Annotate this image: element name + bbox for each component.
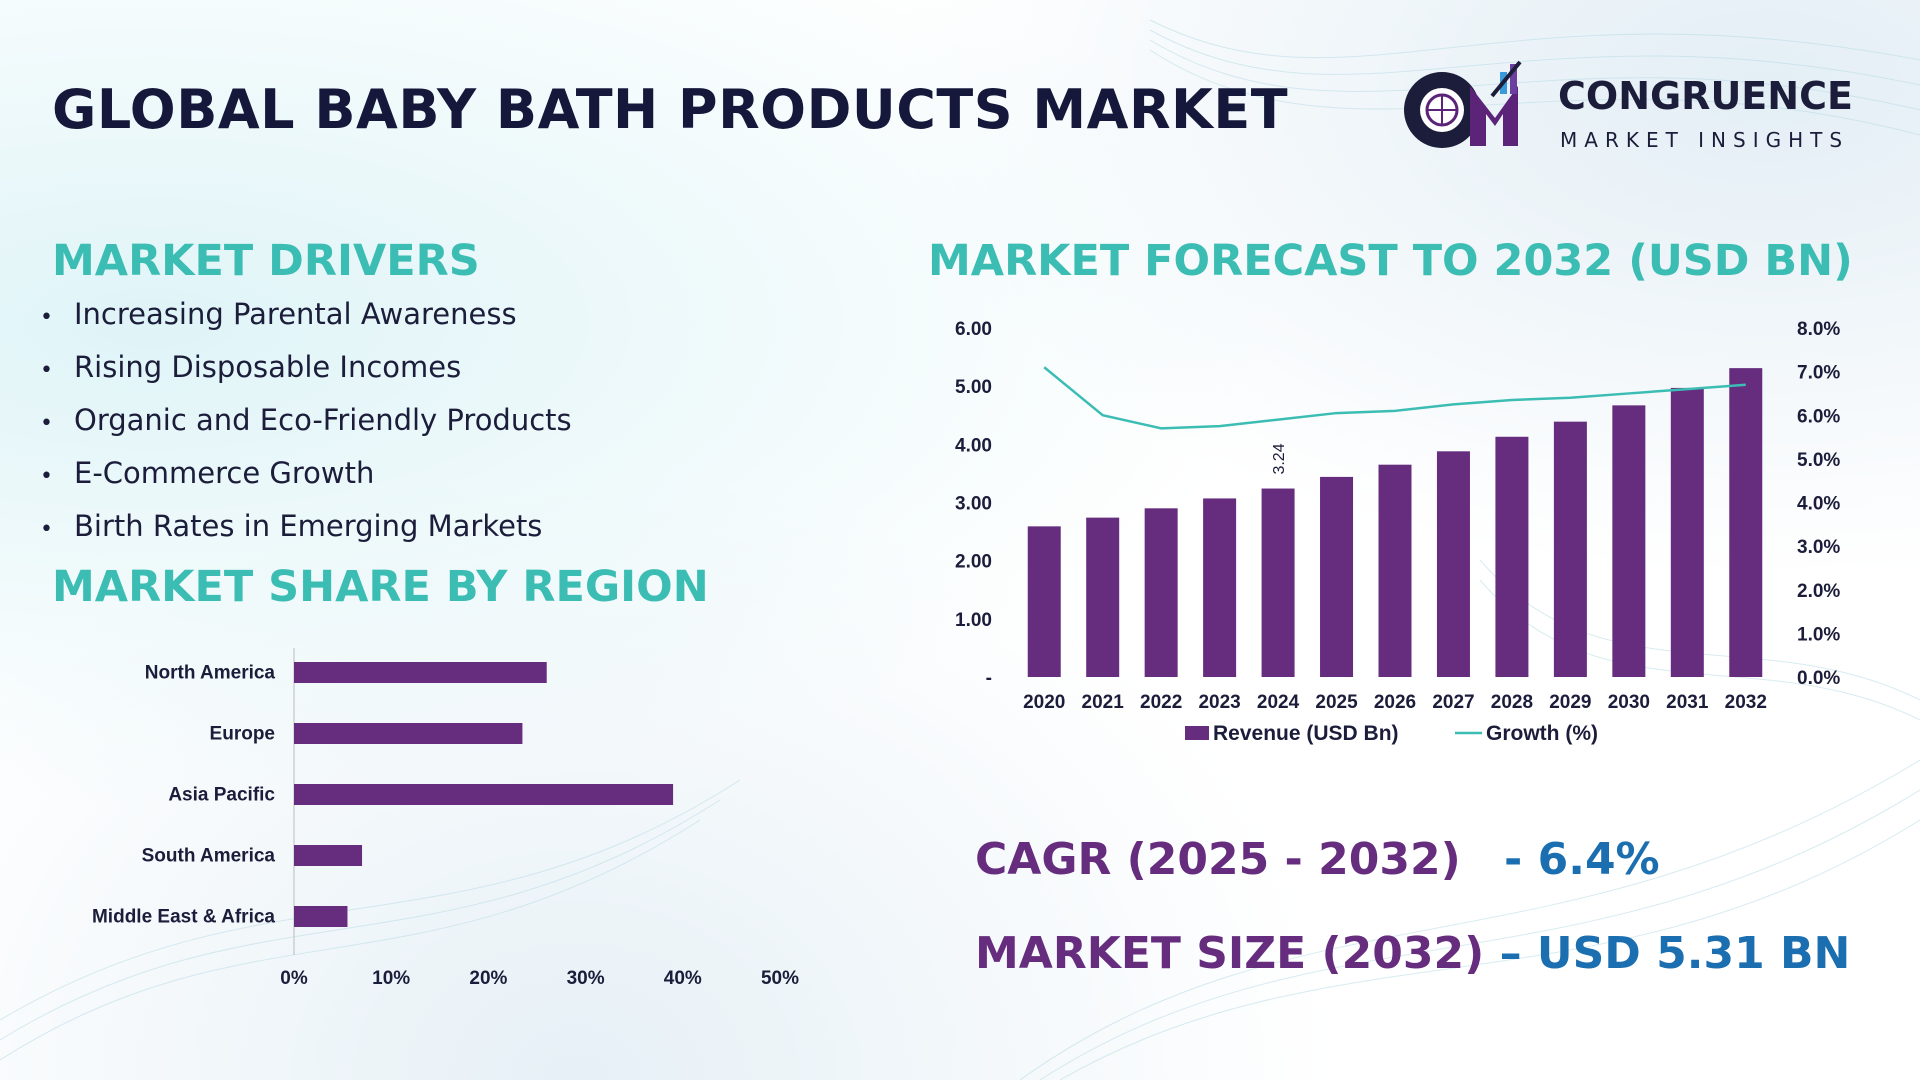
y-right-tick-label: 3.0%: [1797, 537, 1840, 558]
x-tick-label: 2022: [1140, 692, 1182, 713]
revenue-bar: [1612, 405, 1646, 677]
growth-line: [1043, 366, 1746, 430]
x-tick-label: 2020: [1023, 692, 1065, 713]
y-left-tick-label: 4.00: [955, 435, 992, 456]
y-right-tick-label: 2.0%: [1797, 581, 1840, 602]
x-tick-label: 20%: [469, 968, 507, 989]
market-size-stat: MARKET SIZE (2032) – USD 5.31 BN: [975, 928, 1850, 979]
y-left-tick-label: 5.00: [955, 377, 992, 398]
revenue-bar: [1553, 421, 1587, 677]
list-item: • Increasing Parental Awareness: [40, 292, 572, 345]
list-item: • Rising Disposable Incomes: [40, 345, 572, 398]
region-share-chart: North America Europe Asia Pacific South Ame…: [92, 648, 799, 989]
x-tick-label: 2032: [1725, 692, 1767, 713]
x-tick-label: 0%: [280, 968, 308, 989]
y-right-tick-label: 0.0%: [1797, 668, 1840, 689]
logo-tagline: MARKET INSIGHTS: [1560, 128, 1850, 152]
legend-label-growth: Growth (%): [1486, 722, 1598, 745]
bar: [294, 784, 674, 805]
y-left-tick-label: 3.00: [955, 494, 992, 515]
revenue-bar: [1436, 451, 1470, 677]
bar: [294, 662, 547, 683]
category-label: Asia Pacific: [168, 785, 275, 806]
y-right-tick-label: 7.0%: [1797, 363, 1840, 384]
x-tick-label: 2030: [1608, 692, 1650, 713]
revenue-bar: [1670, 387, 1704, 677]
x-tick-label: 50%: [761, 968, 799, 989]
cagr-stat: CAGR (2025 - 2032) - 6.4%: [975, 834, 1660, 885]
cagr-label: CAGR (2025 - 2032): [975, 834, 1461, 885]
congruence-logo: [1404, 60, 1522, 148]
drivers-title: MARKET DRIVERS: [52, 236, 480, 286]
legend-swatch-revenue: [1185, 726, 1209, 740]
y-left-tick-label: 1.00: [955, 610, 992, 631]
x-tick-label: 2026: [1374, 692, 1416, 713]
revenue-bar: [1027, 526, 1061, 677]
bar: [294, 906, 348, 927]
y-left-tick-label: 6.00: [955, 319, 992, 340]
bar: [294, 723, 523, 744]
forecast-chart-title: MARKET FORECAST TO 2032 (USD BN): [928, 236, 1853, 286]
x-tick-label: 2021: [1082, 692, 1125, 713]
bullet-icon: •: [40, 464, 53, 489]
x-tick-label: 30%: [567, 968, 605, 989]
x-tick-label: 2031: [1666, 692, 1709, 713]
legend-label-revenue: Revenue (USD Bn): [1213, 722, 1399, 745]
revenue-bar: [1203, 498, 1237, 677]
revenue-bar: [1261, 488, 1295, 677]
y-right-tick-label: 6.0%: [1797, 406, 1840, 427]
bullet-icon: •: [40, 411, 53, 436]
drivers-list: • Increasing Parental Awareness • Rising D…: [40, 292, 572, 557]
driver-label: Rising Disposable Incomes: [74, 350, 462, 384]
revenue-bar: [1144, 508, 1178, 677]
x-tick-label: 2024: [1257, 692, 1300, 713]
category-label: Europe: [210, 724, 275, 745]
x-tick-label: 10%: [372, 968, 410, 989]
driver-label: Birth Rates in Emerging Markets: [74, 509, 543, 543]
y-right-tick-label: 5.0%: [1797, 450, 1840, 471]
x-tick-label: 2028: [1491, 692, 1533, 713]
y-left-tick-label: -: [986, 668, 992, 689]
region-chart-title: MARKET SHARE BY REGION: [52, 562, 709, 612]
forecast-chart: - 1.00 2.00 3.00 4.00 5.00 6.00 0.0% 1.0% 2.0% 3.0…: [955, 319, 1840, 745]
revenue-bar: [1320, 476, 1354, 677]
revenue-bar: [1378, 464, 1412, 677]
revenue-bar: [1495, 436, 1529, 677]
y-right-tick-label: 1.0%: [1797, 624, 1840, 645]
driver-label: Increasing Parental Awareness: [74, 297, 517, 331]
list-item: • E-Commerce Growth: [40, 451, 572, 504]
bullet-icon: •: [40, 305, 53, 330]
driver-label: E-Commerce Growth: [74, 456, 375, 490]
logo-wordmark: CONGRUENCE: [1558, 74, 1853, 118]
cagr-value: - 6.4%: [1504, 834, 1660, 885]
logo-mark-icon: [1404, 60, 1522, 148]
category-label: North America: [145, 663, 276, 684]
y-right-tick-label: 8.0%: [1797, 319, 1840, 340]
bullet-icon: •: [40, 358, 53, 383]
market-size-label: MARKET SIZE (2032): [975, 928, 1485, 979]
y-right-tick-label: 4.0%: [1797, 494, 1840, 515]
x-tick-label: 2023: [1198, 692, 1240, 713]
y-left-tick-label: 2.00: [955, 552, 992, 573]
bar: [294, 845, 363, 866]
x-tick-label: 40%: [664, 968, 702, 989]
list-item: • Birth Rates in Emerging Markets: [40, 504, 572, 557]
page-title: GLOBAL BABY BATH PRODUCTS MARKET: [52, 78, 1289, 141]
market-size-value: – USD 5.31 BN: [1499, 928, 1851, 979]
list-item: • Organic and Eco-Friendly Products: [40, 398, 572, 451]
bullet-icon: •: [40, 517, 53, 542]
revenue-bar: [1086, 517, 1120, 677]
driver-label: Organic and Eco-Friendly Products: [74, 403, 572, 437]
category-label: South America: [142, 846, 276, 867]
x-tick-label: 2025: [1315, 692, 1358, 713]
category-label: Middle East & Africa: [92, 907, 275, 928]
x-tick-label: 2027: [1432, 692, 1474, 713]
x-tick-label: 2029: [1549, 692, 1591, 713]
data-label: 3.24: [1271, 443, 1288, 474]
revenue-bar: [1729, 368, 1763, 677]
